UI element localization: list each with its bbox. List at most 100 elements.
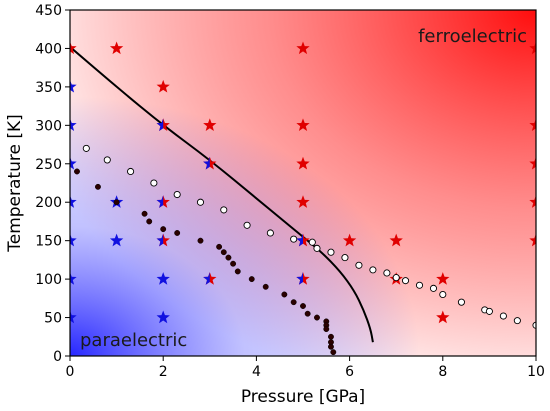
ferroelectric-label: ferroelectric (418, 26, 527, 47)
paraelectric-gradient (70, 10, 536, 356)
paraelectric-star (156, 310, 170, 324)
x-axis: 0 2 4 6 8 10 (66, 356, 545, 380)
paraelectric-star (70, 118, 77, 131)
x-axis-title: Pressure [GPa] (241, 387, 365, 407)
paraelectric-star (70, 156, 77, 170)
filled-circle-point (220, 249, 227, 256)
open-circle-point (103, 156, 111, 164)
filled-circle-point (141, 210, 148, 217)
filled-circle-point (328, 333, 334, 340)
y-tick-label: 200 (35, 195, 62, 211)
filled-circle-point (234, 268, 241, 275)
x-tick-label: 10 (527, 364, 545, 380)
ferroelectric-star (70, 41, 77, 55)
y-tick-label: 150 (35, 234, 62, 250)
ferroelectric-star (203, 118, 217, 131)
paraelectric-label: paraelectric (80, 330, 187, 351)
ferroelectric-star (436, 272, 450, 285)
ferroelectric-star (296, 41, 310, 55)
x-tick-label: 4 (252, 364, 261, 380)
ferroelectric-star (109, 41, 124, 55)
filled-circle-point (300, 303, 306, 309)
paraelectric-star (70, 79, 77, 93)
mixed-phase-star (156, 118, 170, 131)
plot-area (70, 10, 536, 356)
open-circle-point (513, 317, 521, 325)
ferroelectric-star (529, 233, 536, 247)
filled-circle-point (95, 183, 101, 190)
paraelectric-star (70, 310, 77, 324)
open-circle-point (327, 248, 335, 256)
paraelectric-star (109, 233, 124, 247)
ferroelectric-star (389, 233, 403, 247)
y-tick-label: 300 (35, 118, 62, 134)
ferroelectric-star (296, 118, 310, 131)
plot-frame (69, 9, 537, 357)
open-circle-point (392, 274, 400, 282)
paraelectric-star (70, 233, 77, 247)
mixed-phase-star (156, 195, 170, 208)
open-circle-point (173, 190, 181, 199)
filled-circle-point (225, 254, 232, 261)
filled-circle-point (248, 276, 255, 283)
open-circle-point (499, 312, 507, 320)
filled-circle-point (146, 218, 153, 225)
y-tick-label: 350 (35, 80, 62, 96)
paraelectric-star (70, 195, 77, 208)
ferroelectric-star (436, 310, 450, 324)
filled-circle-point (174, 230, 181, 236)
open-circle-point (196, 198, 205, 206)
x-tick-label: 0 (66, 364, 75, 380)
open-circle-point (341, 254, 349, 262)
open-circle-point (485, 307, 493, 315)
filled-circle-point (330, 349, 337, 356)
open-circle-point (313, 244, 321, 252)
filled-circle-point (197, 237, 204, 244)
y-axis: 0 50 100 150 200 250 300 350 400 450 (35, 3, 70, 365)
ferroelectric-star (529, 156, 536, 170)
open-circle-point (355, 261, 363, 269)
ferroelectric-star (296, 156, 310, 170)
ferroelectric-star (529, 41, 536, 55)
ferroelectric-star (529, 195, 536, 208)
y-tick-label: 250 (35, 157, 62, 173)
y-tick-label: 50 (44, 311, 62, 327)
open-circle-point (415, 281, 424, 289)
mixed-phase-star (296, 272, 310, 285)
y-tick-label: 400 (35, 41, 62, 57)
filled-circle-point (216, 243, 223, 250)
open-circle-point (439, 290, 447, 299)
x-tick-label: 6 (345, 364, 354, 380)
open-circle-point (457, 298, 465, 306)
y-tick-label: 100 (35, 272, 62, 288)
filled-circle-point (314, 314, 320, 321)
ferroelectric-star (296, 195, 310, 208)
open-circle-point (429, 284, 438, 292)
filled-circle-point (230, 260, 237, 267)
filled-circle-point (304, 310, 311, 317)
x-tick-label: 2 (159, 364, 168, 380)
open-circle-point (290, 235, 298, 243)
filled-circle-point (74, 168, 80, 175)
y-axis-title: Temperature [K] (5, 114, 25, 253)
y-tick-label: 450 (35, 3, 62, 19)
ferroelectric-star (529, 118, 536, 131)
ferroelectric-star (342, 233, 357, 247)
filled-circle-point (262, 283, 269, 290)
filled-circle-point (113, 199, 120, 206)
filled-circle-point (160, 226, 167, 233)
mixed-phase-star (296, 233, 310, 247)
open-circle-point (220, 206, 228, 214)
open-circle-point (243, 221, 251, 229)
x-tick-label: 8 (438, 364, 447, 380)
open-circle-point (82, 144, 90, 152)
paraelectric-star (70, 272, 77, 285)
open-circle-point (369, 266, 377, 274)
mixed-phase-star (156, 233, 170, 247)
open-circle-point (308, 238, 316, 246)
open-circle-point (401, 277, 410, 285)
open-circle-point (266, 229, 274, 237)
open-circle-point (127, 167, 135, 176)
open-circle-point (150, 179, 158, 187)
